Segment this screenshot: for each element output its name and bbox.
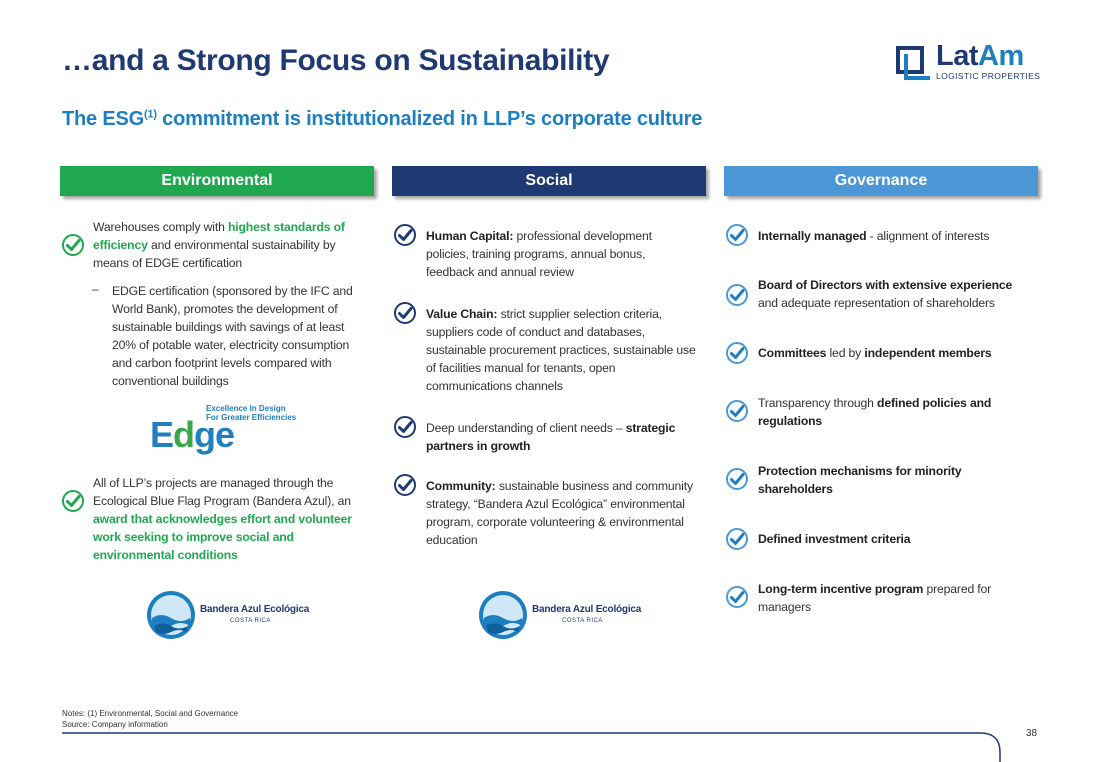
page-subtitle: The ESG(1) commitment is institutionaliz… <box>62 108 702 131</box>
logo-wordmark: LatAm <box>936 40 1024 72</box>
edge-tagline: Excellence In Design For Greater Efficien… <box>206 404 297 422</box>
sub-bullet-dash: – <box>92 282 99 296</box>
page-title: …and a Strong Focus on Sustainability <box>62 44 610 77</box>
bandera-azul-emblem-icon <box>479 591 527 639</box>
social-header: Social <box>392 166 706 196</box>
environmental-header: Environmental <box>60 166 374 196</box>
company-logo: LatAm LOGISTIC PROPERTIES <box>896 40 1041 84</box>
blue-check-icon <box>726 586 748 608</box>
footnotes: Notes: (1) Environmental, Social and Gov… <box>62 708 238 730</box>
blue-check-icon <box>726 528 748 550</box>
bandera-azul-emblem-icon <box>147 591 195 639</box>
gov-item-internally-managed: Internally managed - alignment of intere… <box>758 229 990 243</box>
page-number: 38 <box>1026 728 1038 739</box>
green-check-icon <box>62 490 84 512</box>
gov-item-committees: Committees led by independent members <box>758 346 992 360</box>
subtitle-footnote-ref: (1) <box>143 108 157 121</box>
footer-divider <box>62 732 1001 762</box>
subtitle-prefix: The ESG <box>62 108 144 130</box>
blue-check-icon <box>726 284 748 306</box>
gov-item-minority-protection: Protection mechanisms for minority share… <box>758 464 962 496</box>
green-check-icon <box>62 234 84 256</box>
env-sub-item-edge-certification: EDGE certification (sponsored by the IFC… <box>112 284 353 388</box>
navy-check-icon <box>394 302 416 324</box>
bandera-azul-logo: Bandera Azul Ecológica COSTA RICA <box>146 590 309 646</box>
gov-item-board: Board of Directors with extensive experi… <box>758 278 1013 310</box>
logo-tagline: LOGISTIC PROPERTIES <box>936 71 1041 81</box>
social-item-human-capital: Human Capital: professional development … <box>426 229 652 279</box>
env-item-edge: Warehouses comply with highest standards… <box>93 220 345 270</box>
navy-check-icon <box>394 224 416 246</box>
blue-check-icon <box>726 342 748 364</box>
social-item-community: Community: sustainable business and comm… <box>426 479 693 547</box>
blue-check-icon <box>726 400 748 422</box>
edge-logo: Excellence In Design For Greater Efficien… <box>150 400 296 460</box>
bandera-azul-logo: Bandera Azul Ecológica COSTA RICA <box>478 590 641 646</box>
navy-check-icon <box>394 416 416 438</box>
blue-check-icon <box>726 468 748 490</box>
subtitle-suffix: commitment is institutionalized in LLP’s… <box>156 108 703 130</box>
blue-check-icon <box>726 224 748 246</box>
social-item-value-chain: Value Chain: strict supplier selection c… <box>426 307 696 393</box>
social-item-client-needs: Deep understanding of client needs – str… <box>426 421 676 453</box>
gov-item-investment-criteria: Defined investment criteria <box>758 532 911 546</box>
env-item-blue-flag: All of LLP’s projects are managed throug… <box>93 476 352 562</box>
footnote-notes: Notes: (1) Environmental, Social and Gov… <box>62 709 239 718</box>
navy-check-icon <box>394 474 416 496</box>
edge-wordmark: Edge <box>150 414 235 455</box>
logo-mark-icon <box>896 46 930 80</box>
gov-item-incentive-program: Long-term incentive program prepared for… <box>758 582 992 614</box>
gov-item-transparency: Transparency through defined policies an… <box>758 396 992 428</box>
footnote-source: Source: Company information <box>62 720 168 729</box>
governance-header: Governance <box>724 166 1038 196</box>
